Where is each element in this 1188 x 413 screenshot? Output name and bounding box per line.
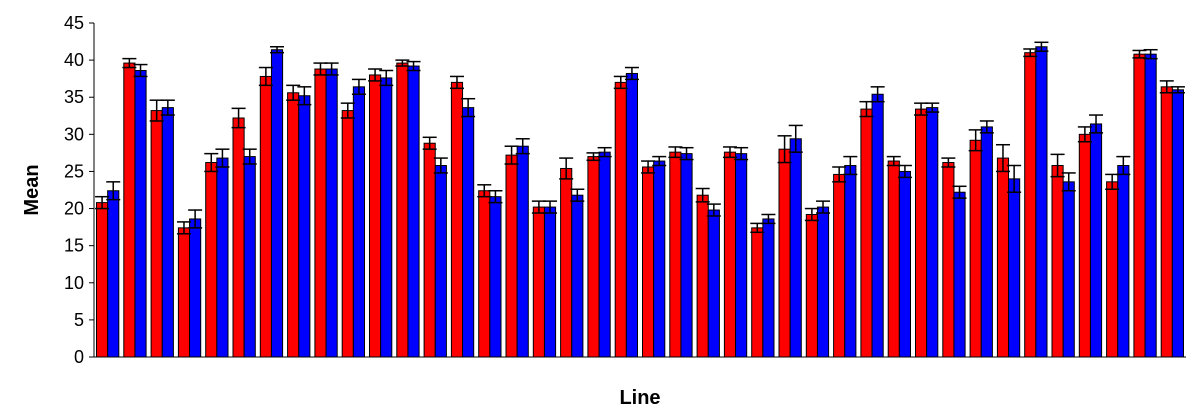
bar-series-1-group-33 — [969, 139, 982, 358]
bar-series-2-group-24 — [735, 153, 748, 358]
bar-series-1-group-13 — [423, 142, 436, 358]
y-axis-ticks: 0 5 10 15 20 25 30 35 40 45 — [64, 13, 94, 367]
bar-series-1-group-34 — [996, 157, 1010, 358]
bar-series-2-group-22 — [680, 153, 693, 358]
bar-series-1-group-40 — [1160, 86, 1173, 358]
bar-series-2-group-23 — [707, 209, 720, 358]
y-tick-label: 45 — [64, 13, 84, 33]
bar-series-1-group-2 — [123, 62, 136, 358]
bar-series-2-group-36 — [1062, 181, 1075, 358]
y-tick-label: 30 — [64, 124, 84, 144]
bar-series-2-group-16 — [516, 145, 529, 358]
bar-series-2-group-11 — [380, 77, 393, 358]
bar-series-1-group-37 — [1078, 133, 1091, 358]
y-tick-label: 20 — [64, 199, 84, 219]
bar-series-2-group-6 — [243, 156, 256, 358]
bar-series-1-group-17 — [532, 206, 545, 358]
bar-series-1-group-35 — [1024, 52, 1037, 358]
bar-series-2-group-34 — [1008, 178, 1021, 358]
bar-series-1-group-16 — [505, 154, 518, 358]
y-axis-title: Mean — [21, 164, 43, 215]
bar-series-1-group-28 — [833, 173, 846, 358]
bar-series-1-group-20 — [614, 81, 627, 358]
y-tick-label: 0 — [74, 347, 84, 367]
bar-series-1-group-25 — [751, 227, 764, 358]
bar-series-2-group-40 — [1171, 89, 1184, 358]
bar-series-1-group-11 — [369, 74, 382, 358]
bar-series-2-group-4 — [189, 218, 202, 358]
bar-series-1-group-31 — [915, 108, 928, 358]
y-tick-label: 10 — [64, 273, 84, 293]
y-tick-label: 35 — [64, 87, 84, 107]
bar-series-1-group-19 — [587, 156, 600, 358]
bar-series-2-group-8 — [298, 95, 311, 358]
bar-series-2-group-9 — [325, 68, 338, 358]
bar-series-1-group-32 — [942, 162, 955, 358]
bar-series-2-group-7 — [270, 49, 284, 358]
bar-series-2-group-27 — [816, 206, 830, 358]
bar-series-2-group-19 — [598, 151, 611, 358]
y-tick-label: 25 — [64, 161, 84, 181]
bar-series-2-group-21 — [653, 160, 666, 358]
bar-series-1-group-22 — [669, 151, 682, 358]
bar-series-1-group-36 — [1051, 165, 1064, 358]
bar-series-1-group-38 — [1106, 181, 1119, 358]
bar-series-2-group-17 — [543, 206, 557, 358]
bar-series-2-group-2 — [134, 70, 147, 358]
bar-series-1-group-7 — [259, 75, 272, 358]
bar-series-2-group-35 — [1035, 46, 1048, 358]
bar-series-2-group-38 — [1117, 165, 1130, 358]
bar-series-2-group-5 — [216, 157, 229, 358]
bar-series-1-group-5 — [205, 162, 218, 358]
y-tick-label: 5 — [74, 310, 84, 330]
y-tick-label: 40 — [64, 50, 84, 70]
bar-series-1-group-6 — [232, 117, 245, 358]
bar-series-2-group-37 — [1089, 123, 1103, 358]
bars — [96, 46, 1184, 358]
bar-series-1-group-24 — [723, 151, 737, 358]
bar-series-2-group-18 — [571, 194, 584, 358]
bar-series-2-group-29 — [871, 93, 884, 358]
bar-series-2-group-26 — [789, 138, 802, 358]
bar-series-2-group-12 — [407, 65, 420, 358]
bar-series-1-group-14 — [450, 81, 464, 358]
bar-series-2-group-14 — [462, 107, 475, 358]
error-bars — [95, 41, 1185, 235]
bar-series-1-group-1 — [96, 202, 109, 358]
bar-series-2-group-1 — [107, 190, 120, 358]
x-axis-title: Line — [619, 387, 660, 409]
bar-series-2-group-31 — [926, 107, 939, 358]
bar-series-1-group-12 — [396, 62, 409, 358]
bar-series-2-group-15 — [489, 196, 502, 358]
bar-series-1-group-8 — [287, 92, 300, 358]
bar-series-2-group-30 — [898, 170, 911, 358]
bar-series-2-group-13 — [434, 165, 447, 358]
bar-series-1-group-39 — [1133, 53, 1146, 358]
bar-series-2-group-10 — [352, 86, 366, 358]
bar-series-2-group-32 — [953, 191, 966, 358]
bar-series-1-group-21 — [642, 166, 655, 358]
bar-series-2-group-39 — [1144, 53, 1157, 358]
bar-series-1-group-9 — [314, 68, 327, 358]
bar-series-1-group-10 — [341, 110, 354, 358]
bar-series-1-group-29 — [860, 108, 873, 358]
bar-series-2-group-20 — [625, 72, 638, 358]
bar-series-1-group-23 — [696, 194, 709, 358]
bar-series-1-group-15 — [478, 190, 491, 358]
bar-series-2-group-3 — [161, 107, 174, 358]
bar-series-2-group-33 — [980, 126, 993, 358]
bar-series-1-group-4 — [177, 227, 191, 358]
bar-series-2-group-25 — [762, 218, 775, 358]
bar-series-1-group-26 — [778, 148, 791, 358]
bar-series-1-group-3 — [150, 110, 163, 358]
bar-series-2-group-28 — [844, 165, 857, 358]
bar-series-1-group-30 — [887, 160, 900, 358]
bar-series-1-group-27 — [805, 213, 818, 358]
y-tick-label: 15 — [64, 236, 84, 256]
bar-series-1-group-18 — [560, 167, 573, 358]
